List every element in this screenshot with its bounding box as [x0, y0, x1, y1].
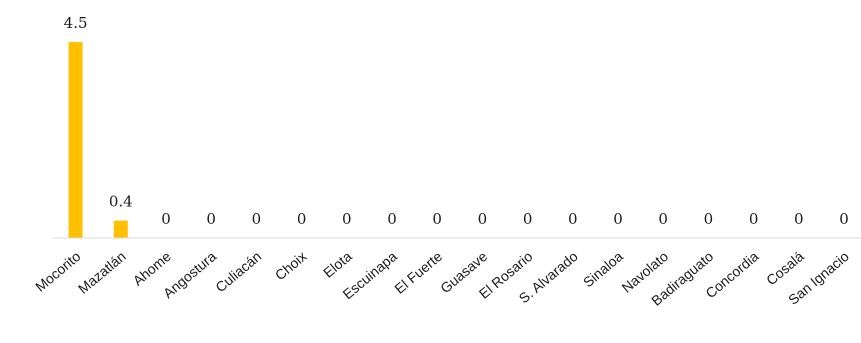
bars-group: [68, 42, 128, 238]
data-label-11: 0: [568, 210, 578, 228]
data-label-7: 0: [387, 210, 397, 228]
data-label-13: 0: [658, 210, 668, 228]
data-label-9: 0: [478, 210, 488, 228]
data-label-8: 0: [432, 210, 442, 228]
data-label-3: 0: [206, 210, 216, 228]
data-label-17: 0: [839, 210, 849, 228]
x-tick-label-4: Culiacán: [212, 248, 264, 295]
data-label-14: 0: [704, 210, 714, 228]
x-tick-label-1: Mazatlán: [75, 248, 129, 297]
data-label-0: 4.5: [64, 14, 88, 32]
x-tick-label-5: Choix: [272, 248, 310, 283]
data-labels-group: 4.5 0.4 0 0 0 0 0 0 0 0 0 0 0 0 0 0 0 0: [64, 14, 849, 228]
data-label-15: 0: [749, 210, 759, 228]
x-tick-label-8: El Fuerte: [391, 248, 445, 297]
data-label-6: 0: [342, 210, 352, 228]
data-label-16: 0: [794, 210, 804, 228]
data-label-10: 0: [523, 210, 533, 228]
bar-1: [113, 220, 128, 238]
x-tick-label-6: Elota: [320, 248, 355, 281]
bar-0: [68, 42, 83, 238]
data-label-12: 0: [613, 210, 623, 228]
x-tick-label-0: Mocorito: [32, 248, 84, 295]
data-label-4: 0: [252, 210, 262, 228]
data-label-2: 0: [161, 210, 171, 228]
data-label-5: 0: [297, 210, 307, 228]
data-label-1: 0.4: [109, 193, 133, 211]
